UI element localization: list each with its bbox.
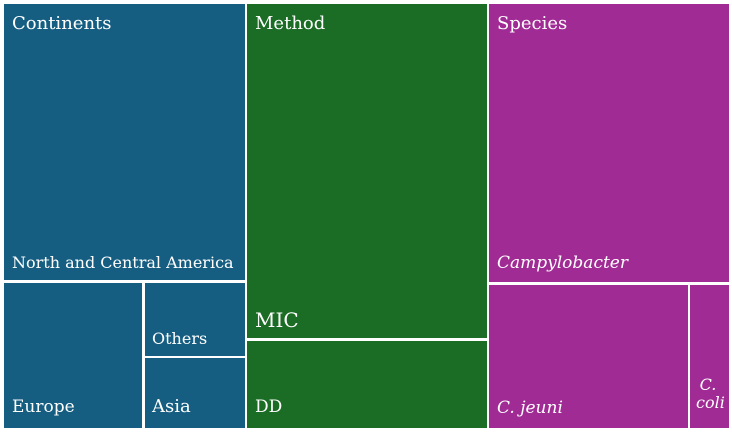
treemap-tile-c-coli: C. coli — [690, 285, 729, 428]
treemap-tile-c-jeuni: C. jeuni — [489, 285, 688, 428]
tile-label-asia: Asia — [152, 396, 191, 417]
treemap-tile-europe: Europe — [4, 283, 142, 428]
treemap-tile-north-and-central-america: North and Central America — [4, 4, 245, 280]
tile-label-c-jeuni: C. jeuni — [497, 398, 563, 418]
treemap-tile-asia: Asia — [145, 358, 245, 428]
group-header-continents: Continents — [12, 13, 112, 34]
group-header-method: Method — [255, 13, 326, 34]
treemap-tile-others: Others — [145, 283, 245, 356]
tile-label-others: Others — [152, 329, 208, 348]
tile-label-campylobacter: Campylobacter — [497, 253, 628, 273]
treemap-tile-campylobacter: Campylobacter — [489, 4, 729, 282]
tile-label-dd: DD — [255, 397, 283, 417]
tile-label-c-coli: C. coli — [696, 375, 725, 412]
tile-label-mic: MIC — [255, 308, 299, 332]
tile-label-north-and-central-america: North and Central America — [12, 253, 234, 272]
treemap-tile-dd: DD — [247, 341, 487, 428]
group-header-species: Species — [497, 13, 568, 34]
treemap-tile-mic: MIC — [247, 4, 487, 338]
tile-label-europe: Europe — [12, 397, 75, 417]
